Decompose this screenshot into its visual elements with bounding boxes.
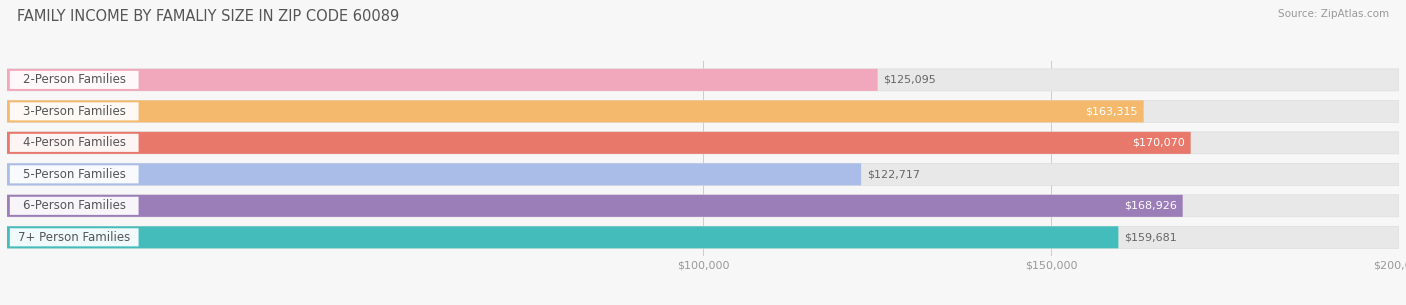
Text: 2-Person Families: 2-Person Families bbox=[22, 74, 125, 86]
FancyBboxPatch shape bbox=[10, 197, 139, 215]
FancyBboxPatch shape bbox=[10, 71, 139, 89]
FancyBboxPatch shape bbox=[7, 100, 1399, 122]
Text: 6-Person Families: 6-Person Families bbox=[22, 199, 125, 212]
Text: $122,717: $122,717 bbox=[866, 169, 920, 179]
Text: $163,315: $163,315 bbox=[1085, 106, 1137, 117]
FancyBboxPatch shape bbox=[7, 100, 1143, 122]
Text: FAMILY INCOME BY FAMALIY SIZE IN ZIP CODE 60089: FAMILY INCOME BY FAMALIY SIZE IN ZIP COD… bbox=[17, 9, 399, 24]
FancyBboxPatch shape bbox=[7, 132, 1191, 154]
Text: $168,926: $168,926 bbox=[1125, 201, 1177, 211]
FancyBboxPatch shape bbox=[7, 226, 1118, 248]
Text: $125,095: $125,095 bbox=[883, 75, 936, 85]
Text: $170,070: $170,070 bbox=[1132, 138, 1185, 148]
Text: 3-Person Families: 3-Person Families bbox=[22, 105, 125, 118]
FancyBboxPatch shape bbox=[10, 134, 139, 152]
FancyBboxPatch shape bbox=[7, 226, 1399, 248]
FancyBboxPatch shape bbox=[7, 132, 1399, 154]
Text: $159,681: $159,681 bbox=[1123, 232, 1177, 242]
FancyBboxPatch shape bbox=[10, 165, 139, 183]
FancyBboxPatch shape bbox=[10, 102, 139, 120]
Text: 7+ Person Families: 7+ Person Families bbox=[18, 231, 131, 244]
FancyBboxPatch shape bbox=[7, 195, 1182, 217]
Text: 5-Person Families: 5-Person Families bbox=[22, 168, 125, 181]
Text: Source: ZipAtlas.com: Source: ZipAtlas.com bbox=[1278, 9, 1389, 19]
FancyBboxPatch shape bbox=[7, 69, 1399, 91]
FancyBboxPatch shape bbox=[10, 228, 139, 246]
FancyBboxPatch shape bbox=[7, 69, 877, 91]
FancyBboxPatch shape bbox=[7, 163, 860, 185]
FancyBboxPatch shape bbox=[7, 163, 1399, 185]
Text: 4-Person Families: 4-Person Families bbox=[22, 136, 125, 149]
FancyBboxPatch shape bbox=[7, 195, 1399, 217]
